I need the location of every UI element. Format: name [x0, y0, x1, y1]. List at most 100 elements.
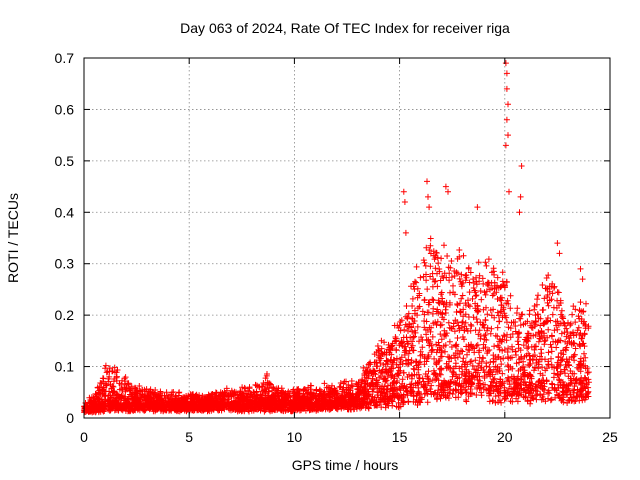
data-point — [572, 306, 579, 313]
data-point — [524, 397, 531, 404]
data-point — [500, 332, 507, 339]
data-point — [503, 70, 510, 77]
data-point — [526, 390, 533, 397]
data-point — [436, 342, 443, 349]
data-point — [213, 403, 220, 410]
data-point — [577, 377, 584, 384]
data-point — [397, 340, 404, 347]
data-point — [416, 390, 422, 396]
data-point — [574, 327, 581, 334]
data-point — [397, 318, 404, 325]
data-point — [375, 346, 382, 353]
data-point — [458, 271, 465, 278]
data-point — [354, 381, 361, 388]
data-point — [175, 389, 182, 396]
data-point — [504, 331, 510, 338]
data-point — [535, 365, 542, 372]
data-point — [381, 383, 388, 390]
data-point — [541, 295, 548, 302]
data-point — [543, 275, 550, 281]
data-point — [463, 398, 470, 405]
data-point — [118, 385, 125, 392]
data-point — [539, 307, 546, 314]
data-point — [404, 315, 411, 322]
data-point — [369, 381, 376, 387]
data-point — [421, 384, 428, 391]
data-point — [538, 328, 545, 335]
data-point — [542, 356, 548, 363]
data-point — [401, 199, 408, 205]
data-point — [374, 402, 381, 409]
data-point — [425, 380, 431, 387]
data-point — [496, 397, 503, 404]
data-point — [103, 369, 110, 376]
data-point — [109, 383, 116, 390]
data-point — [433, 308, 440, 315]
data-point — [439, 295, 446, 302]
data-point — [548, 344, 555, 351]
data-point — [402, 229, 409, 236]
data-point — [434, 283, 441, 290]
data-point — [298, 395, 305, 402]
data-point — [237, 388, 244, 395]
data-point — [517, 322, 524, 329]
data-point — [187, 393, 194, 400]
data-point — [563, 333, 570, 340]
data-point — [409, 303, 416, 309]
data-point — [503, 278, 510, 285]
data-point — [382, 378, 389, 385]
data-point — [516, 330, 523, 337]
data-point — [321, 388, 328, 395]
data-point — [400, 399, 407, 406]
data-point — [572, 345, 579, 352]
data-point — [564, 329, 571, 336]
data-point — [432, 278, 439, 284]
data-point — [539, 282, 546, 288]
data-point — [552, 394, 559, 401]
data-point — [370, 385, 377, 392]
data-point — [448, 258, 455, 264]
data-point — [393, 338, 400, 345]
data-point — [576, 342, 583, 349]
data-point — [533, 301, 540, 308]
data-point — [407, 384, 414, 391]
data-point — [464, 351, 470, 358]
data-point — [456, 275, 463, 282]
data-point — [438, 289, 445, 296]
data-point — [163, 389, 170, 396]
data-point — [494, 324, 501, 331]
x-tick-label: 15 — [392, 429, 408, 445]
data-point — [454, 255, 461, 262]
data-point — [490, 379, 496, 386]
data-point — [369, 375, 376, 382]
data-point — [484, 311, 491, 318]
data-point — [532, 331, 539, 338]
data-point — [497, 378, 504, 385]
data-point — [92, 390, 99, 397]
data-point — [503, 116, 510, 123]
data-point — [260, 380, 267, 386]
x-tick-label: 0 — [80, 429, 88, 445]
data-point — [534, 296, 541, 303]
data-point — [472, 327, 479, 334]
data-point — [494, 364, 501, 371]
data-point — [374, 343, 381, 349]
data-point — [475, 259, 482, 266]
data-point — [278, 407, 284, 414]
data-point — [413, 263, 420, 270]
data-point — [483, 262, 490, 269]
data-point — [496, 318, 503, 325]
data-point — [102, 362, 109, 369]
data-point — [405, 340, 412, 347]
data-point — [438, 321, 445, 328]
data-point — [556, 250, 563, 257]
data-point — [499, 347, 506, 354]
data-point — [108, 385, 115, 392]
data-point — [266, 400, 273, 407]
data-point — [300, 386, 307, 393]
data-point — [477, 319, 484, 326]
data-point — [145, 398, 152, 405]
data-point — [461, 323, 468, 330]
data-point — [525, 372, 532, 379]
data-point — [438, 381, 445, 388]
